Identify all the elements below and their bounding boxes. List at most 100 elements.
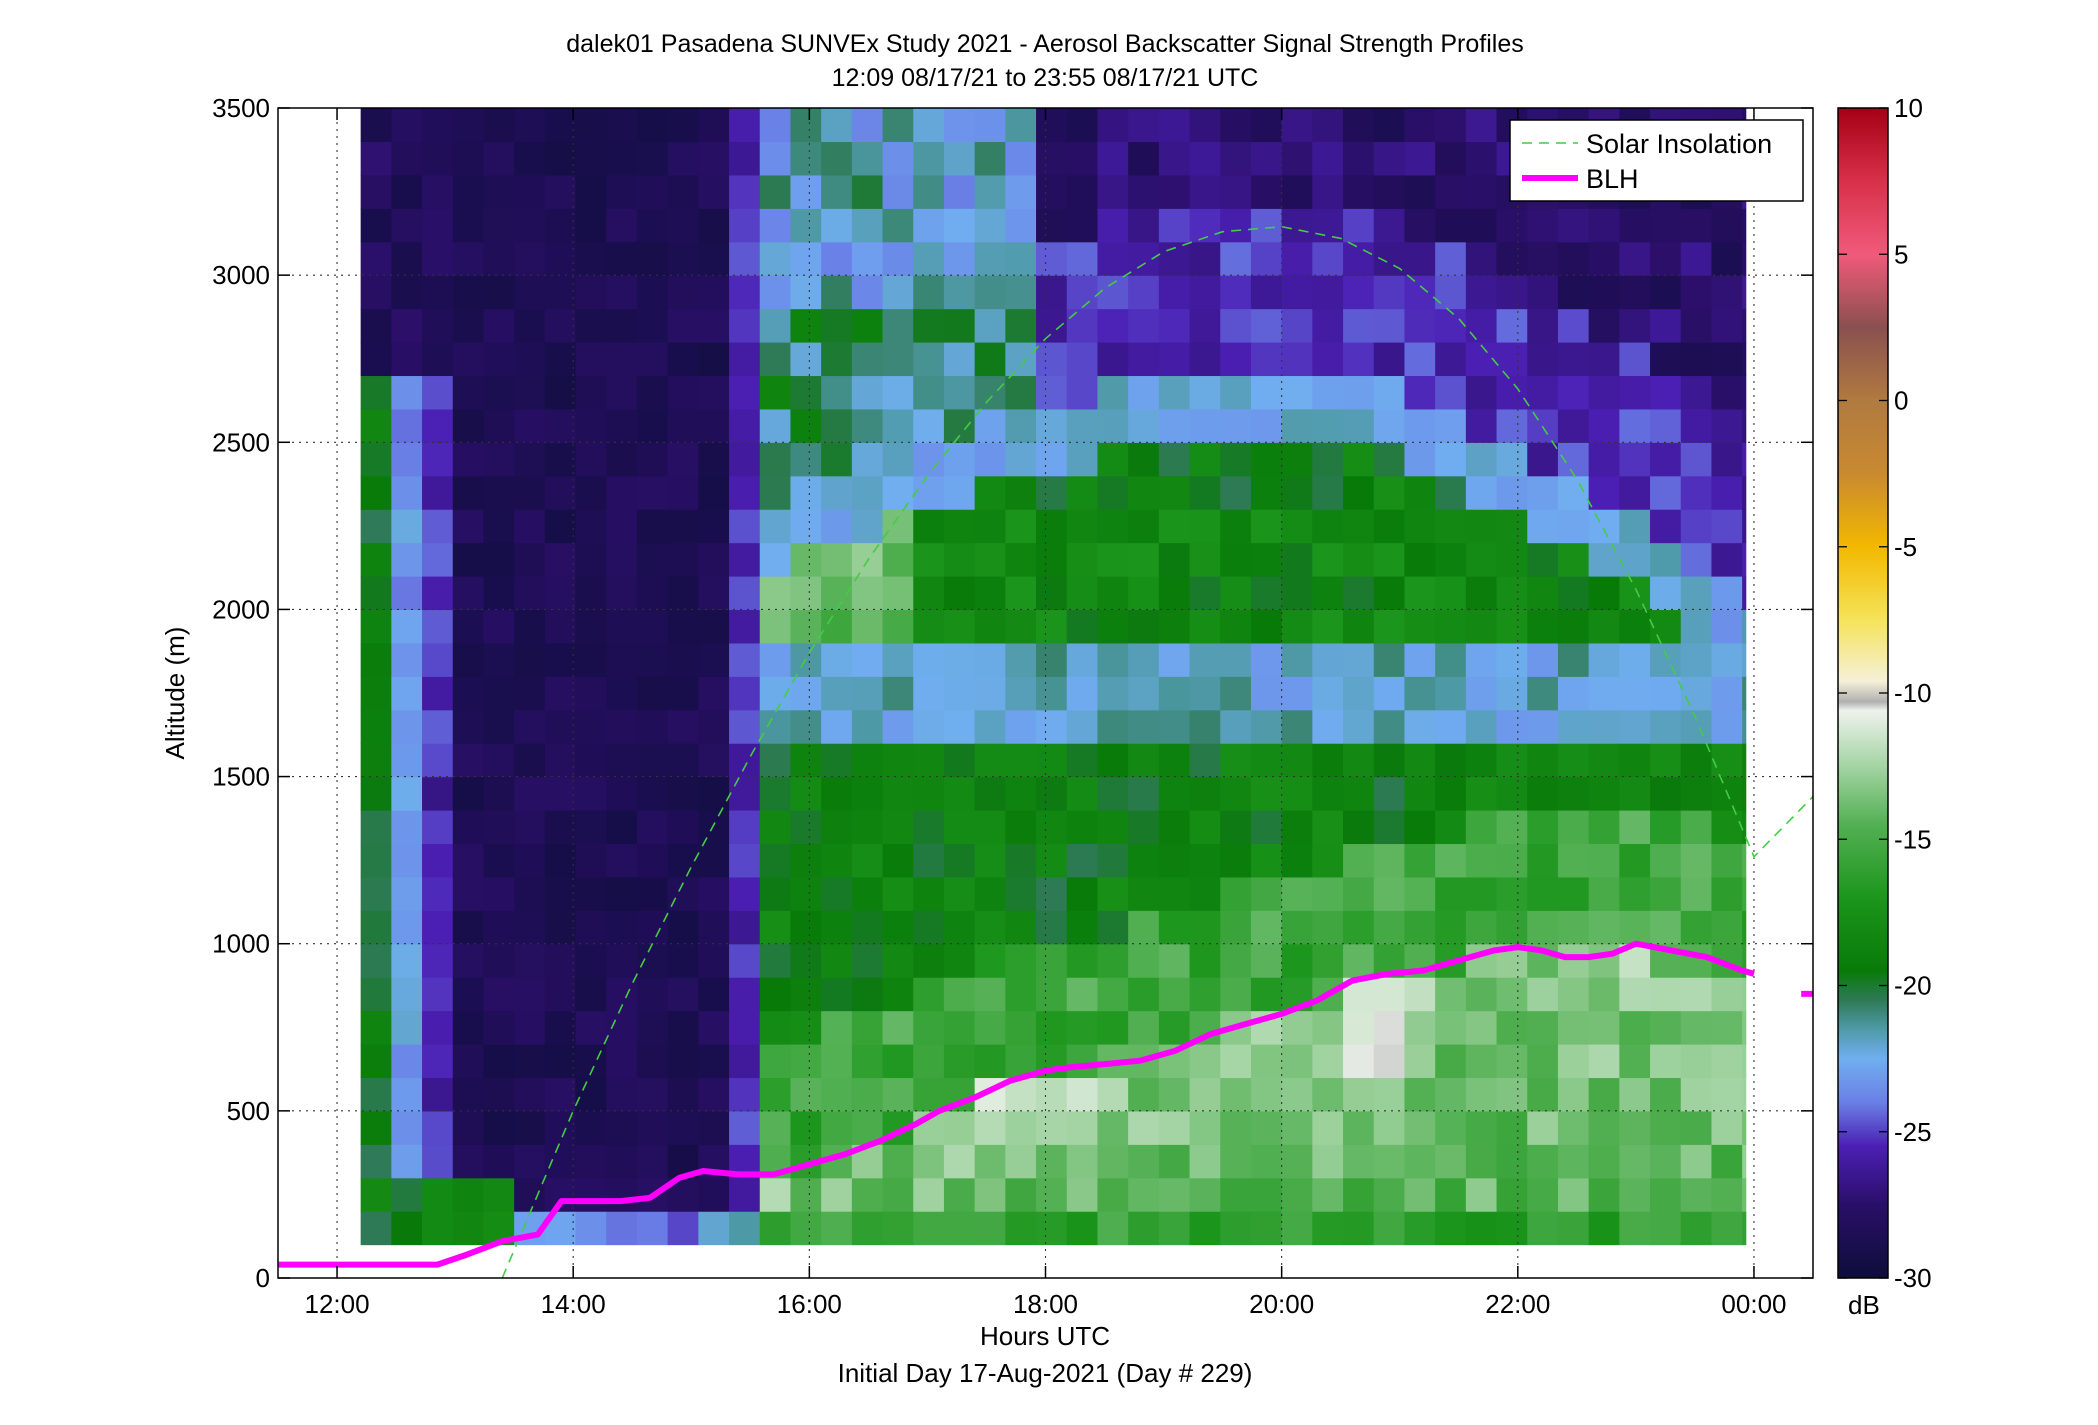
heatmap-cell xyxy=(1343,676,1375,711)
heatmap-cell xyxy=(851,208,884,243)
heatmap-cell xyxy=(1158,1144,1191,1179)
heatmap-cell xyxy=(483,709,515,744)
heatmap-cell xyxy=(1066,1177,1099,1212)
heatmap-cell xyxy=(544,1010,577,1045)
heatmap-cell xyxy=(667,475,699,510)
heatmap-cell xyxy=(790,743,822,778)
heatmap-cell xyxy=(1312,1211,1344,1246)
heatmap-cell xyxy=(1128,1144,1160,1179)
heatmap-cell xyxy=(882,408,914,443)
heatmap-cell xyxy=(913,342,945,377)
heatmap-cell xyxy=(575,1077,607,1112)
heatmap-cell xyxy=(1435,1144,1467,1179)
heatmap-cell xyxy=(422,108,454,143)
heatmap-cell xyxy=(1250,1044,1283,1079)
heatmap-cell xyxy=(452,141,485,176)
heatmap-cell xyxy=(1527,810,1559,845)
heatmap-cell xyxy=(606,943,638,978)
heatmap-cell xyxy=(1158,542,1191,577)
heatmap-cell xyxy=(1680,910,1713,945)
heatmap-cell xyxy=(790,442,822,477)
heatmap-cell xyxy=(851,943,884,978)
heatmap-cell xyxy=(1250,743,1283,778)
heatmap-cell xyxy=(759,943,792,978)
heatmap-cell xyxy=(1066,876,1099,911)
heatmap-cell xyxy=(1281,1144,1313,1179)
heatmap-cell xyxy=(882,676,914,711)
heatmap-cell xyxy=(667,609,699,644)
heatmap-cell xyxy=(913,843,945,878)
heatmap-cell xyxy=(1650,275,1682,310)
heatmap-cell xyxy=(943,1177,976,1212)
heatmap-cell xyxy=(1711,642,1743,677)
heatmap-cell xyxy=(821,275,853,310)
heatmap-cell xyxy=(667,275,699,310)
heatmap-cell xyxy=(1128,241,1160,276)
heatmap-cell xyxy=(422,141,454,176)
heatmap-cell xyxy=(1343,241,1375,276)
heatmap-cell xyxy=(422,475,454,510)
heatmap-cell xyxy=(1281,810,1313,845)
heatmap-cell xyxy=(1465,1211,1498,1246)
heatmap-cell xyxy=(1281,1010,1313,1045)
heatmap-cell xyxy=(360,576,392,611)
heatmap-cell xyxy=(974,843,1006,878)
heatmap-cell xyxy=(1158,810,1191,845)
heatmap-cell xyxy=(1066,709,1099,744)
y-tick-label: 3000 xyxy=(212,260,270,290)
heatmap-cell xyxy=(667,108,699,143)
heatmap-cell xyxy=(1527,709,1559,744)
heatmap-cell xyxy=(759,174,792,209)
heatmap-cell xyxy=(1343,843,1375,878)
heatmap-cell xyxy=(1158,1110,1191,1145)
heatmap-cell xyxy=(636,709,669,744)
heatmap-cell xyxy=(1711,843,1743,878)
heatmap-cell xyxy=(821,141,853,176)
heatmap-cell xyxy=(821,810,853,845)
heatmap-cell xyxy=(1158,141,1191,176)
heatmap-cell xyxy=(1373,576,1406,611)
heatmap-cell xyxy=(422,1010,454,1045)
heatmap-cell xyxy=(667,1010,699,1045)
heatmap-cell xyxy=(1435,709,1467,744)
heatmap-cell xyxy=(729,241,761,276)
heatmap-cell xyxy=(1650,542,1682,577)
heatmap-cell xyxy=(1343,174,1375,209)
heatmap-cell xyxy=(1404,208,1436,243)
heatmap-cell xyxy=(1680,876,1713,911)
heatmap-cell xyxy=(606,1177,638,1212)
heatmap-cell xyxy=(759,776,792,811)
heatmap-cell xyxy=(1312,743,1344,778)
heatmap-cell xyxy=(1557,475,1590,510)
heatmap-cell xyxy=(1465,141,1498,176)
heatmap-cell xyxy=(452,342,485,377)
heatmap-cell xyxy=(1527,642,1559,677)
heatmap-cell xyxy=(759,743,792,778)
heatmap-cell xyxy=(1373,810,1406,845)
heatmap-cell xyxy=(1742,642,1747,677)
heatmap-cell xyxy=(1158,442,1191,477)
heatmap-cell xyxy=(851,475,884,510)
heatmap-cell xyxy=(1281,876,1313,911)
heatmap-cell xyxy=(1711,1177,1743,1212)
heatmap-cell xyxy=(636,910,669,945)
heatmap-cell xyxy=(974,442,1006,477)
heatmap-cell xyxy=(790,1077,822,1112)
heatmap-cell xyxy=(1312,1110,1344,1145)
heatmap-cell xyxy=(391,943,423,978)
heatmap-cell xyxy=(1036,1077,1068,1112)
heatmap-cell xyxy=(759,977,792,1012)
heatmap-cell xyxy=(698,943,730,978)
heatmap-cell xyxy=(1097,1077,1129,1112)
heatmap-cell xyxy=(1066,1077,1099,1112)
heatmap-cell xyxy=(391,910,423,945)
heatmap-cell xyxy=(1742,743,1747,778)
heatmap-cell xyxy=(1158,709,1191,744)
heatmap-cell xyxy=(1435,241,1467,276)
heatmap-cell xyxy=(452,1077,485,1112)
heatmap-cell xyxy=(943,1010,976,1045)
heatmap-cell xyxy=(1496,542,1528,577)
heatmap-cell xyxy=(1005,1177,1037,1212)
heatmap-cell xyxy=(943,408,976,443)
heatmap-cell xyxy=(1465,977,1498,1012)
